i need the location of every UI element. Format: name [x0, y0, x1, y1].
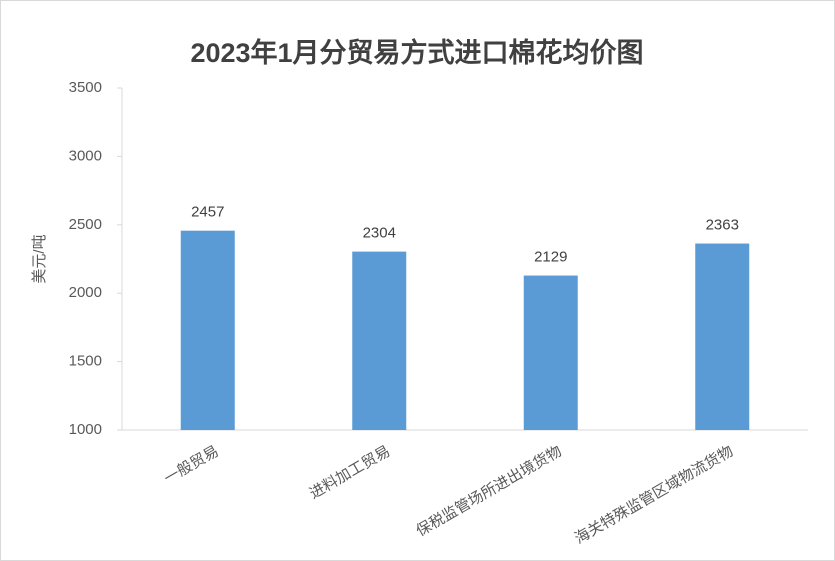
y-tick-label: 2500	[69, 216, 102, 233]
y-tick-label: 1500	[69, 353, 102, 370]
y-tick-label: 2000	[69, 284, 102, 301]
bar	[523, 275, 578, 430]
bar	[352, 251, 407, 430]
chart-title: 2023年1月分贸易方式进口棉花均价图	[190, 37, 643, 68]
data-label: 2457	[191, 204, 224, 221]
data-label: 2304	[363, 225, 396, 242]
bar	[180, 230, 235, 430]
data-label: 2363	[706, 217, 739, 234]
bar	[695, 243, 750, 430]
y-tick-label: 1000	[69, 421, 102, 438]
y-tick-label: 3000	[69, 147, 102, 164]
y-axis-label: 美元/吨	[31, 234, 48, 283]
data-label: 2129	[534, 249, 567, 266]
y-tick-label: 3500	[69, 79, 102, 96]
